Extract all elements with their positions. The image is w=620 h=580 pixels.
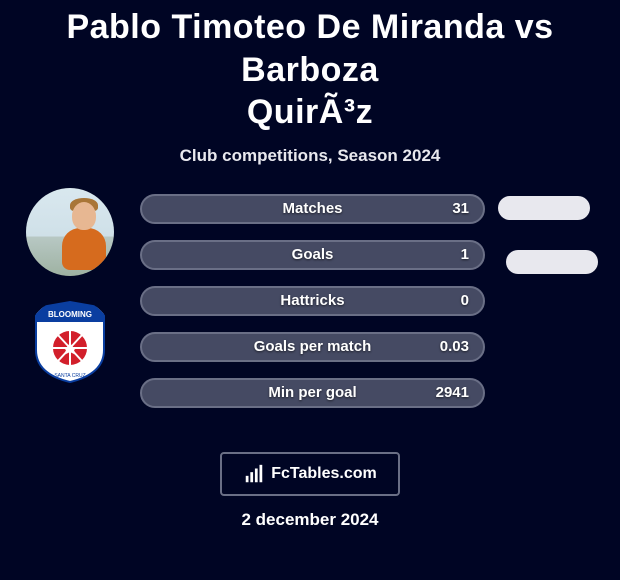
bar-label: Matches: [142, 196, 483, 222]
bar-value: 2941: [436, 380, 469, 406]
bar-label: Min per goal: [142, 380, 483, 406]
bar-label: Goals per match: [142, 334, 483, 360]
bar-value: 0.03: [440, 334, 469, 360]
title-line-1: Pablo Timoteo De Miranda vs Barboza: [66, 8, 553, 89]
svg-text:BLOOMING: BLOOMING: [48, 310, 92, 319]
source-logo: FcTables.com: [220, 452, 400, 496]
svg-text:SANTA CRUZ: SANTA CRUZ: [54, 373, 85, 379]
bar-min-per-goal: Min per goal 2941: [140, 378, 485, 408]
barchart-icon: [243, 463, 265, 485]
stat-bars: Matches 31 Goals 1 Hattricks 0 Goals per…: [140, 194, 485, 424]
page-title: Pablo Timoteo De Miranda vs Barboza Quir…: [0, 0, 620, 134]
bar-value: 31: [452, 196, 469, 222]
bar-label: Goals: [142, 242, 483, 268]
player-avatar: [26, 188, 114, 276]
club-crest: BLOOMING SANTA CRUZ: [26, 298, 114, 386]
bar-goals: Goals 1: [140, 240, 485, 270]
bar-value: 1: [461, 242, 469, 268]
bar-value: 0: [461, 288, 469, 314]
comparison-area: BLOOMING SANTA CRUZ Matches 31 Goals 1 H…: [0, 194, 620, 434]
date-text: 2 december 2024: [0, 510, 620, 530]
right-pill-1: [498, 196, 590, 220]
subtitle: Club competitions, Season 2024: [0, 146, 620, 166]
right-pill-2: [506, 250, 598, 274]
bar-goals-per-match: Goals per match 0.03: [140, 332, 485, 362]
bar-label: Hattricks: [142, 288, 483, 314]
bar-hattricks: Hattricks 0: [140, 286, 485, 316]
title-line-2: QuirÃ³z: [247, 93, 373, 131]
source-text: FcTables.com: [271, 465, 377, 483]
bar-matches: Matches 31: [140, 194, 485, 224]
